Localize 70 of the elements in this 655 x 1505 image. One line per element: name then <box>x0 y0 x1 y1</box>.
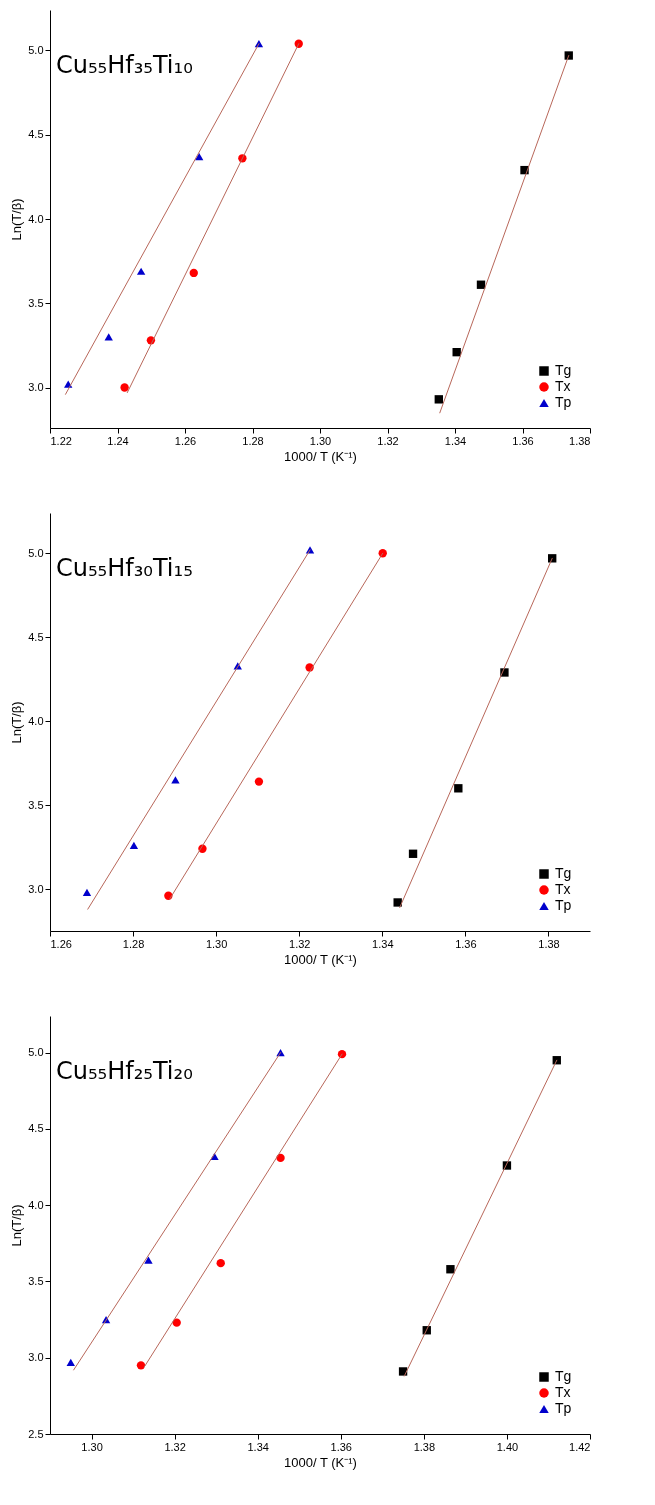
x-tick-label: 1.36 <box>330 1440 352 1453</box>
x-axis-title: 1000/ T (K⁻¹) <box>284 448 357 464</box>
y-axis-title: Ln(T/β) <box>9 1204 25 1247</box>
y-tick-label: 3.5 <box>28 1274 44 1287</box>
point <box>66 1358 75 1366</box>
x-tick-label: 1.36 <box>512 434 534 447</box>
text: Cu₅₅Hf₃₀Ti₁₅ <box>56 554 193 582</box>
y-tick-label: 4.0 <box>28 212 44 225</box>
y-tick-label: 4.5 <box>28 1122 44 1135</box>
x-tick-label: 1.34 <box>247 1440 269 1453</box>
x-tick-label: 1.26 <box>50 937 72 950</box>
x-tick-label: 1.24 <box>107 434 129 447</box>
x-tick-label: 1.26 <box>174 434 197 447</box>
y-tick-label: 3.0 <box>28 381 44 394</box>
point <box>548 554 557 563</box>
y-tick-label: 5.0 <box>28 546 44 559</box>
legend-label: Tp <box>555 897 572 913</box>
x-tick-label: 1.34 <box>372 937 394 950</box>
legend-label: Tg <box>555 1368 572 1384</box>
x-axis-title: 1000/ T (K⁻¹) <box>284 1454 357 1470</box>
text: Cu₅₅Hf₂₅Ti₂₀ <box>56 1057 193 1085</box>
point <box>129 841 139 850</box>
point <box>408 849 418 858</box>
point <box>171 776 180 784</box>
point <box>446 1265 455 1274</box>
y-axis-title: Ln(T/β) <box>9 198 25 241</box>
y-axis-title: Ln(T/β) <box>9 701 25 744</box>
y-tick-label: 4.5 <box>28 128 44 141</box>
legend-label: Tx <box>555 881 571 897</box>
x-axis-title: 1000/ T (K⁻¹) <box>284 951 357 967</box>
legend-label: Tp <box>555 394 572 410</box>
legend-label: Tx <box>555 1384 571 1400</box>
x-tick-label: 1.32 <box>377 434 399 447</box>
x-tick-label: 1.30 <box>81 1440 103 1453</box>
x-tick-label: 1.38 <box>413 1440 436 1453</box>
y-tick-label: 4.0 <box>28 714 44 727</box>
point <box>144 1256 153 1264</box>
x-tick-label: 1.32 <box>164 1440 186 1453</box>
y-tick-label: 3.5 <box>28 798 44 811</box>
x-tick-label: 1.22 <box>50 434 72 447</box>
y-tick-label: 4.0 <box>28 1198 44 1211</box>
point <box>454 784 463 793</box>
point <box>393 898 402 907</box>
x-tick-label: 1.38 <box>569 434 591 447</box>
point <box>136 1361 146 1370</box>
point <box>82 888 92 897</box>
text: Cu₅₅Hf₃₅Ti₁₀ <box>56 51 193 79</box>
y-tick-label: 5.0 <box>28 43 44 56</box>
x-tick-label: 1.30 <box>205 937 228 950</box>
x-tick-label: 1.40 <box>496 1440 519 1453</box>
legend-label: Tg <box>555 362 572 378</box>
y-tick-label: 3.5 <box>28 296 44 309</box>
y-tick-label: 3.0 <box>28 1351 44 1364</box>
x-tick-label: 1.36 <box>455 937 477 950</box>
point <box>216 1258 225 1268</box>
x-tick-label: 1.28 <box>242 434 264 447</box>
legend-label: Tp <box>555 1400 572 1416</box>
legend-label: Tx <box>555 378 571 394</box>
y-tick-label: 4.5 <box>28 630 44 643</box>
x-tick-label: 1.34 <box>444 434 467 447</box>
x-tick-label: 1.32 <box>289 937 311 950</box>
x-tick-label: 1.28 <box>122 937 145 950</box>
y-tick-label: 5.0 <box>28 1046 44 1059</box>
y-tick-label: 3.0 <box>28 882 44 895</box>
x-tick-label: 1.30 <box>309 434 332 447</box>
point <box>254 777 264 786</box>
legend-label: Tg <box>555 865 572 881</box>
x-tick-label: 1.38 <box>538 937 560 950</box>
x-tick-label: 1.42 <box>569 1440 591 1453</box>
y-tick-label: 2.5 <box>28 1427 44 1440</box>
